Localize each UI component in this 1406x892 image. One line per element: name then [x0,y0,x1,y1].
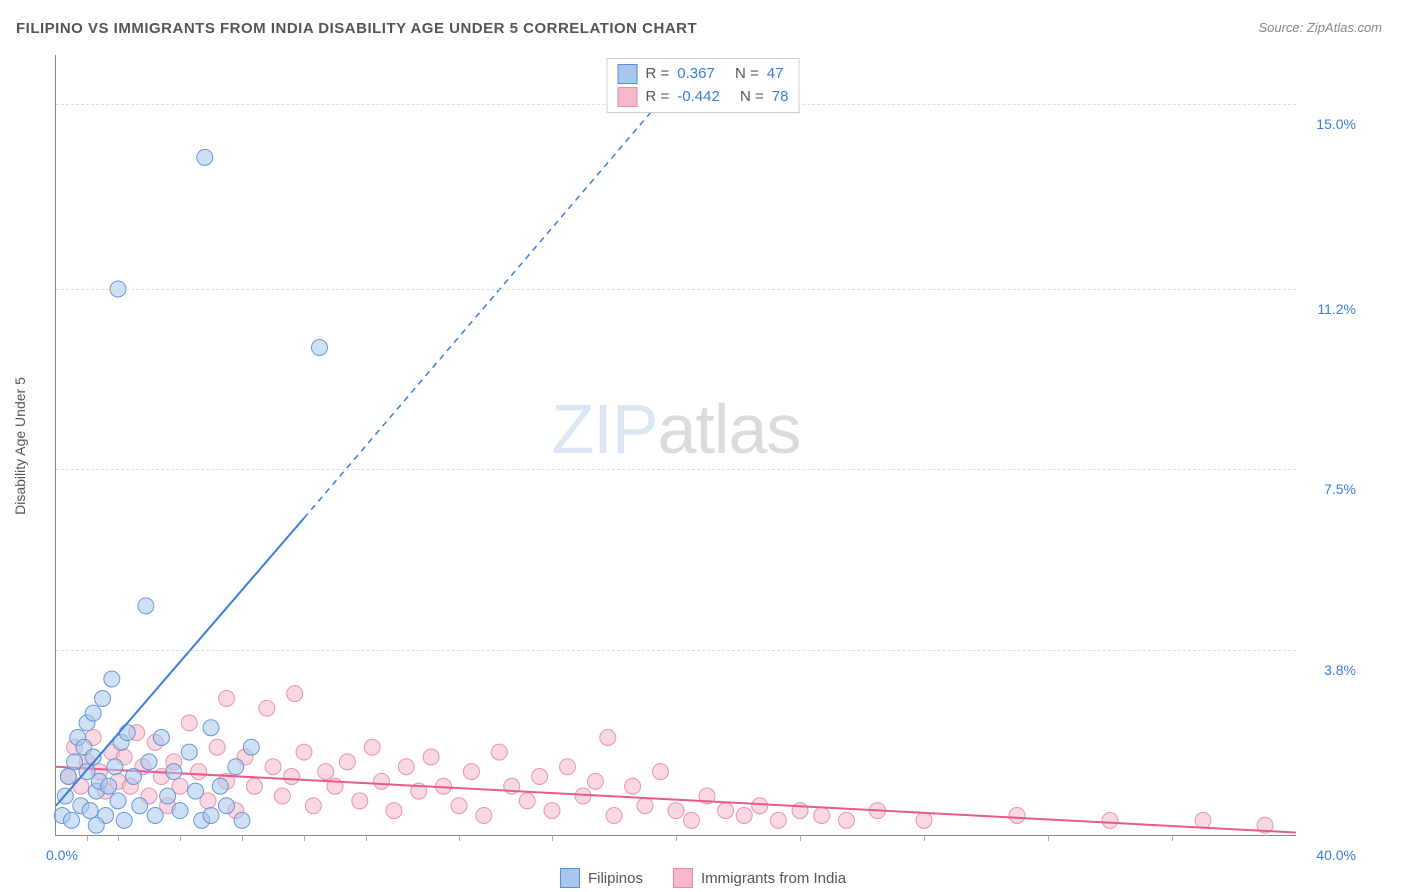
x-tick [366,835,367,841]
n-value-pink: 78 [772,86,789,109]
gridline [56,650,1296,651]
correlation-legend: R = 0.367 N = 47 R = -0.442 N = 78 [607,58,800,113]
legend-label-pink: Immigrants from India [701,870,846,887]
x-axis-max-label: 40.0% [1316,847,1356,863]
chart-title: FILIPINO VS IMMIGRANTS FROM INDIA DISABI… [16,20,697,37]
source-attribution: Source: ZipAtlas.com [1258,20,1382,35]
x-tick [118,835,119,841]
legend-swatch-blue [618,64,638,84]
gridline [56,289,1296,290]
legend-swatch-pink [673,868,693,888]
legend-row-blue: R = 0.367 N = 47 [618,63,789,86]
r-label: R = [646,63,670,86]
n-label: N = [735,63,759,86]
legend-item-pink: Immigrants from India [673,868,846,888]
r-value-pink: -0.442 [677,86,720,109]
legend-swatch-pink [618,87,638,107]
legend-item-blue: Filipinos [560,868,643,888]
plot-area: ZIPatlas 0.0% 40.0% 3.8%7.5%11.2%15.0% [55,55,1296,836]
x-tick [1048,835,1049,841]
r-label: R = [646,86,670,109]
series-legend: Filipinos Immigrants from India [560,868,846,888]
x-tick [304,835,305,841]
x-tick [924,835,925,841]
y-tick-label: 3.8% [1306,662,1356,678]
y-tick-label: 7.5% [1306,481,1356,497]
legend-label-blue: Filipinos [588,870,643,887]
legend-row-pink: R = -0.442 N = 78 [618,86,789,109]
x-tick [800,835,801,841]
x-tick [87,835,88,841]
n-value-blue: 47 [767,63,784,86]
x-tick [1172,835,1173,841]
y-tick-label: 15.0% [1306,116,1356,132]
chart-svg [56,55,1296,835]
x-tick [459,835,460,841]
x-tick [676,835,677,841]
x-tick [180,835,181,841]
legend-swatch-blue [560,868,580,888]
x-tick [552,835,553,841]
x-tick [242,835,243,841]
y-axis-label: Disability Age Under 5 [12,377,28,515]
x-axis-min-label: 0.0% [46,847,78,863]
r-value-blue: 0.367 [677,63,715,86]
y-tick-label: 11.2% [1306,301,1356,317]
n-label: N = [740,86,764,109]
gridline [56,469,1296,470]
